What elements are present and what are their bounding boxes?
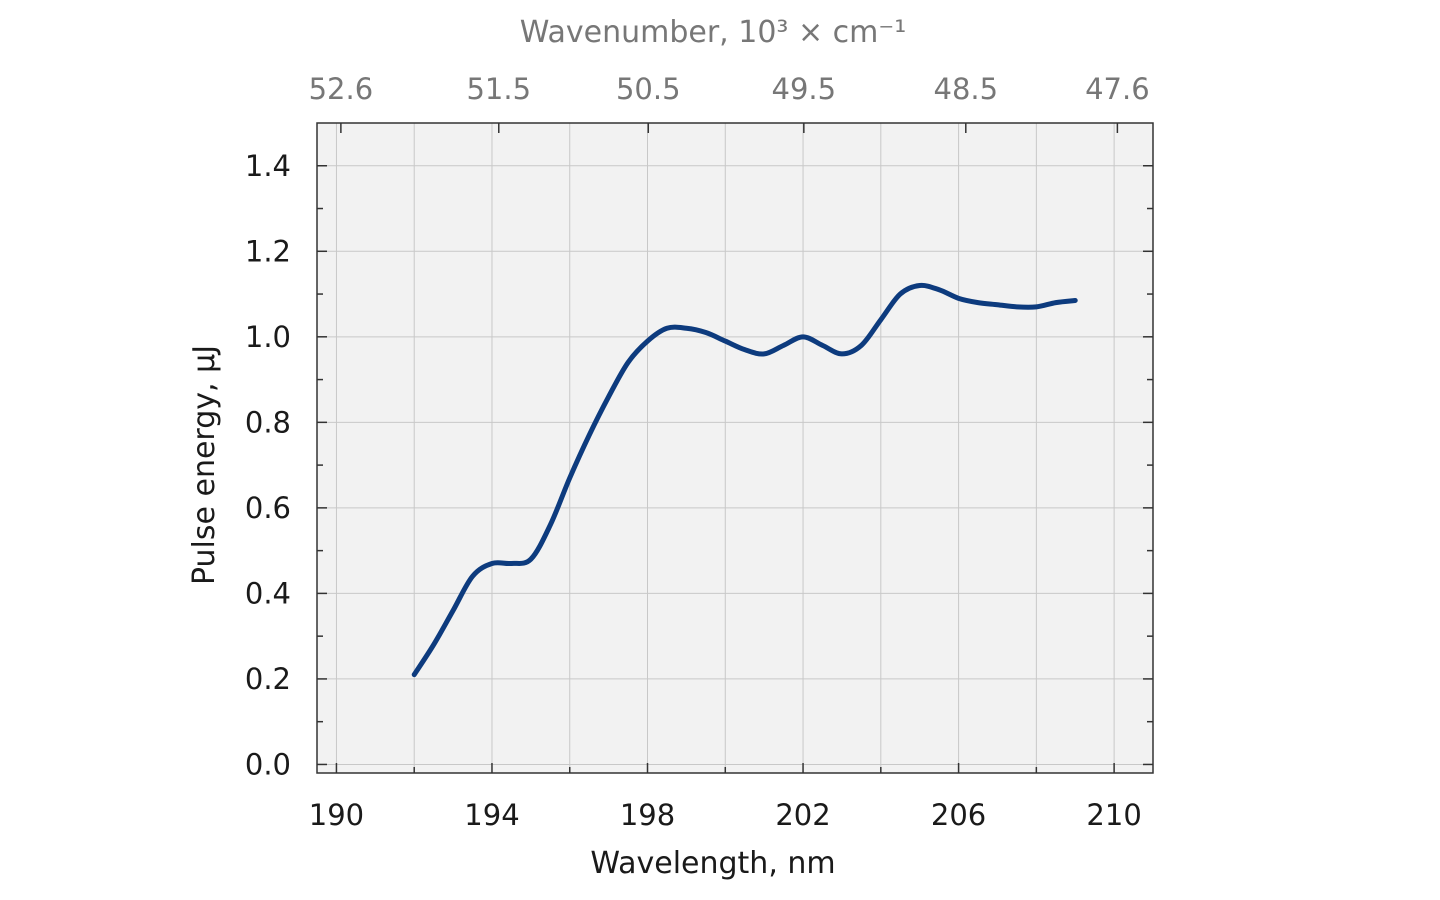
top-tick-label: 52.6 [309,72,374,106]
x-axis-ticks: 190 194 198 202 206 210 [309,798,1142,832]
top-axis-title: Wavenumber, 10³ × cm⁻¹ [520,15,906,50]
grid-lines [317,123,1153,773]
x-tick-label: 206 [931,798,986,832]
x-axis-title: Wavelength, nm [590,846,835,881]
y-tick-label: 1.2 [245,234,291,268]
plot-frame [316,122,1154,774]
x-tick-label: 190 [309,798,364,832]
plot-background [317,123,1153,773]
top-tick-label: 48.5 [934,72,999,106]
series-line [411,282,1078,678]
top-tick-label: 51.5 [466,72,531,106]
top-tick-label: 49.5 [772,72,837,106]
top-tick-label: 47.6 [1085,72,1150,106]
x-tick-label: 202 [775,798,830,832]
top-tick-label: 50.5 [616,72,681,106]
y-tick-label: 0.2 [245,662,291,696]
top-axis-ticks: 52.6 51.5 50.5 49.5 48.5 47.6 [309,72,1150,133]
minor-ticks [317,165,1153,773]
y-tick-label: 1.4 [245,149,291,183]
y-tick-label: 0.6 [245,491,291,525]
y-tick-label: 0.8 [245,405,291,439]
x-tick-label: 210 [1086,798,1141,832]
x-tick-label: 198 [620,798,675,832]
y-tick-label: 1.0 [245,320,291,354]
y-tick-label: 0.0 [245,747,291,781]
x-tick-label: 194 [464,798,519,832]
y-axis-title: Pulse energy, µJ [187,345,222,585]
y-tick-label: 0.4 [245,576,291,610]
y-axis-ticks: 0.0 0.2 0.4 0.6 0.8 1.0 1.2 1.4 [245,149,291,782]
